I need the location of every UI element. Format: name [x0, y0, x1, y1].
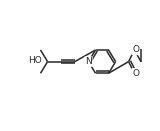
Text: O: O — [132, 69, 139, 78]
Text: O: O — [132, 45, 139, 54]
Text: HO: HO — [28, 56, 42, 66]
Text: N: N — [85, 57, 92, 66]
